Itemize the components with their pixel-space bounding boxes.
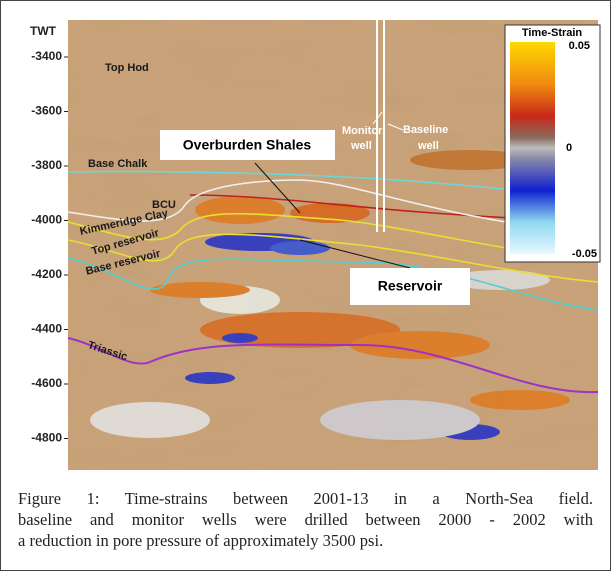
label-box (350, 268, 470, 305)
caption: Figure 1: Time-strains between 2001-13 i… (18, 488, 593, 551)
label-box (160, 130, 335, 160)
label: well (417, 140, 439, 152)
y-tick-label: -4400 (31, 322, 62, 336)
caption-line: a reduction in pore pressure of approxim… (18, 531, 384, 550)
label: Baseline (403, 124, 448, 136)
caption-line: baseline and monitor wells were drilled … (18, 510, 593, 529)
label: Monitor (342, 125, 383, 137)
y-tick-label: -4800 (31, 431, 62, 445)
caption-line: Figure 1: Time-strains between 2001-13 i… (18, 489, 593, 508)
label: Overburden Shales (183, 137, 312, 153)
label: well (350, 140, 372, 152)
axis-label: TWT (30, 24, 57, 38)
y-tick-label: -4600 (31, 376, 62, 390)
colorbar-gradient (510, 42, 555, 254)
y-tick-label: -3400 (31, 49, 62, 63)
y-tick-label: -3600 (31, 104, 62, 118)
colorbar-label: 0.05 (569, 40, 590, 52)
y-tick-label: -3800 (31, 158, 62, 172)
label: Top Hod (105, 62, 149, 74)
colorbar-label: 0 (566, 142, 572, 154)
label: Reservoir (378, 278, 443, 294)
colorbar-label: -0.05 (572, 248, 597, 260)
seismic-figure: TWT -3400-3600-3800-4000-4200-4400-4600-… (30, 20, 601, 470)
colorbar: Time-Strain 0.05 0 -0.05 (504, 24, 601, 263)
y-tick-label: -4000 (31, 213, 62, 227)
y-tick-label: -4200 (31, 267, 62, 281)
label: BCU (152, 199, 176, 211)
y-ticks: -3400 -3600 -3800 -4000 -4200 -4400 -4600 -4800 (31, 49, 68, 445)
label: Base Chalk (88, 158, 148, 170)
colorbar-title: Time-Strain (522, 27, 583, 39)
